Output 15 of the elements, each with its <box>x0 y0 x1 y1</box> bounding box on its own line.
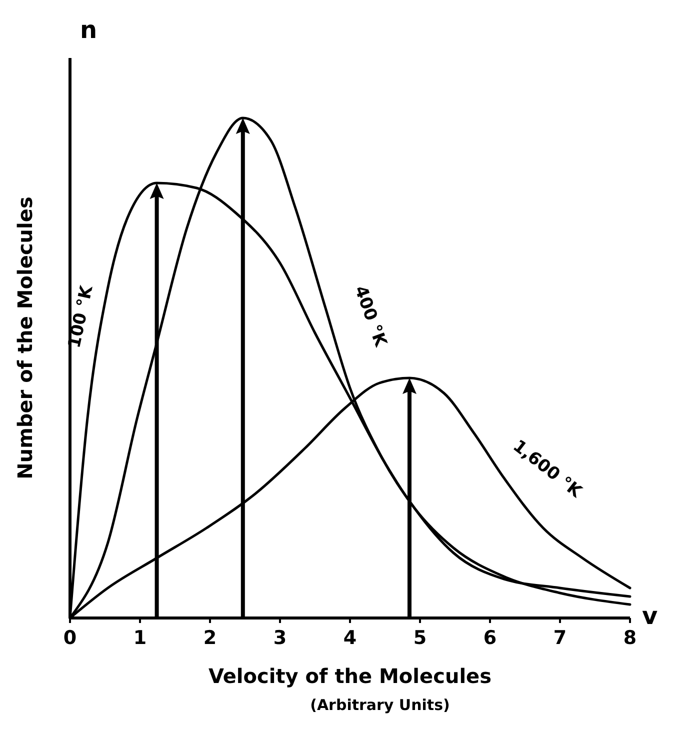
text: (Arbitrary Units) <box>310 696 450 714</box>
x-tick-label: 8 <box>623 627 637 649</box>
x-tick-label: 5 <box>413 627 427 649</box>
x-axis-title: Velocity of the Molecules <box>208 664 492 688</box>
text: 400 °K <box>350 283 391 350</box>
x-tick-label: 3 <box>273 627 287 649</box>
x-tick-label: 6 <box>483 627 497 649</box>
text: v <box>642 602 658 630</box>
text: n <box>80 16 98 44</box>
y-axis-title: Number of the Molecules <box>13 196 37 480</box>
x-tick-label: 4 <box>343 627 357 649</box>
x-tick-label: 1 <box>133 627 147 649</box>
x-tick-label: 7 <box>553 627 567 649</box>
x-tick-label: 2 <box>203 627 217 649</box>
x-tick-label: 0 <box>63 627 77 649</box>
